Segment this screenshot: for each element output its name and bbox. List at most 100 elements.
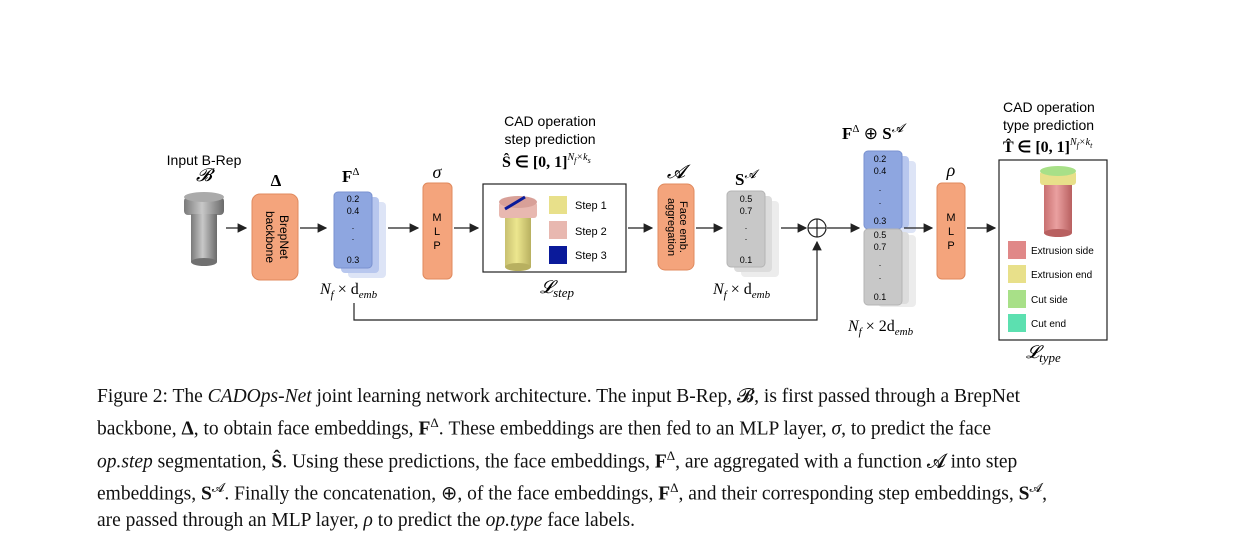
backbone-symbol: Δ [271, 171, 282, 190]
architecture-diagram: Input B-Rep 𝓑 Δ BrepNet backbone FΔ 0.2 0… [167, 99, 1108, 365]
face-emb-value-value: 0.3 [347, 255, 360, 265]
backbone-block [251, 193, 299, 281]
concat-values-top-value: . [879, 183, 882, 193]
caption-segment: 𝓑 [736, 386, 755, 407]
type-pred-formula: T̂ ∈ [0, 1]Nf×kt [1003, 137, 1093, 156]
caption-segment: CADOps-Net [207, 386, 312, 407]
agg-label-line2: aggregation [665, 198, 677, 256]
caption-segment: . These embeddings are then fed to an ML… [438, 418, 832, 440]
caption-segment: . Finally the concatenation, [224, 483, 442, 505]
sigma-symbol: σ [433, 162, 443, 182]
figure-caption: Figure 2: The CADOps-Net joint learning … [97, 384, 1181, 534]
face-emb-value-value: . [352, 221, 355, 231]
caption-segment: 𝓐 [926, 451, 946, 472]
type-legend-label-3: Cut side [1031, 295, 1068, 306]
concat-values-bottom-value: 0.1 [874, 292, 887, 302]
caption-segment: Figure 2: The [97, 386, 208, 407]
concat-values-bottom-value: 0.5 [874, 230, 887, 240]
step-emb-value-value: 0.1 [740, 255, 753, 265]
caption-segment: F [418, 418, 431, 440]
caption-segment: backbone, [97, 418, 182, 440]
input-symbol: 𝓑 [196, 165, 215, 185]
type-legend-label-2: Extrusion end [1031, 270, 1092, 281]
step-emb-stack [726, 190, 779, 277]
face-emb-stack [333, 191, 386, 278]
caption-segment: , [1042, 483, 1047, 505]
step-emb-value-value: . [745, 232, 748, 242]
type-legend-swatch-4 [1008, 314, 1026, 332]
caption-segment: , of the face embeddings, [457, 483, 659, 505]
concat-values-top-value: 0.3 [874, 216, 887, 226]
concat-values-top-value: 0.4 [874, 166, 887, 176]
mlp-rho-letter-p: P [947, 240, 954, 252]
type-legend-label-1: Extrusion side [1031, 246, 1094, 257]
caption-segment: Δ [670, 480, 679, 495]
caption-segment: embeddings, [97, 483, 201, 505]
concat-values-bottom-value: . [879, 271, 882, 281]
caption-segment: F [654, 451, 667, 472]
caption-line: backbone, Δ, to obtain face embeddings, … [97, 410, 1181, 443]
step-emb-value-value: 0.7 [740, 206, 753, 216]
caption-segment: σ [831, 418, 842, 440]
caption-segment: joint learning network architecture. The… [311, 386, 737, 407]
agg-block [657, 183, 695, 271]
mlp-sigma-letter-m: M [432, 212, 441, 224]
step-legend-swatch-2 [549, 221, 567, 239]
step-legend-label-3: Step 3 [575, 250, 607, 262]
step-legend-label-1: Step 1 [575, 200, 607, 212]
caption-segment: op.type [485, 509, 543, 531]
type-legend-swatch-1 [1008, 241, 1026, 259]
caption-segment: . Using these predictions, the face embe… [282, 451, 655, 472]
input-title: Input B-Rep [167, 152, 242, 168]
step-legend-swatch-3 [549, 246, 567, 264]
step-emb-value-value: 0.5 [740, 194, 753, 204]
caption-segment: Δ [181, 418, 194, 440]
agg-label-line1: Face emb. [677, 201, 689, 253]
input-brep-model [184, 192, 224, 266]
caption-line: Figure 2: The CADOps-Net joint learning … [97, 384, 1181, 410]
caption-line: are passed through an MLP layer, ρ to pr… [97, 508, 1181, 534]
mlp-sigma-letter-p: P [433, 240, 440, 252]
step-pred-title-1: CAD operation [504, 113, 596, 129]
step-legend: Step 1 Step 2 Step 3 [549, 196, 607, 264]
loss-step: 𝓛step [540, 277, 575, 300]
concat-emb-stack-top [863, 150, 916, 233]
concat-values-bottom-value: . [879, 258, 882, 268]
concat-values-bottom-value: 0.7 [874, 242, 887, 252]
mlp-rho-letter-m: M [946, 212, 955, 224]
caption-line: embeddings, S𝓐. Finally the concatenatio… [97, 475, 1181, 508]
mlp-sigma-letter-l: L [434, 226, 440, 238]
caption-segment: to predict the [372, 509, 486, 531]
caption-line: op.step segmentation, Ŝ. Using these pre… [97, 443, 1181, 476]
type-legend: Extrusion side Extrusion end Cut side Cu… [1008, 241, 1094, 332]
step-emb-title: S𝓐 [735, 167, 760, 189]
step-emb-value-value: . [745, 221, 748, 231]
caption-segment: op.step [97, 451, 153, 472]
step-legend-label-2: Step 2 [575, 226, 607, 238]
caption-segment: Δ [666, 447, 676, 463]
face-emb-value-value: 0.4 [347, 206, 360, 216]
face-emb-value-value: 0.2 [347, 194, 360, 204]
caption-segment: into step [945, 451, 1018, 472]
loss-type: 𝓛type [1026, 342, 1061, 365]
step-pred-model [499, 195, 537, 271]
caption-segment: S [200, 483, 212, 505]
concat-values-top-value: 0.2 [874, 154, 887, 164]
caption-segment: , are aggregated with a function [675, 451, 927, 472]
rho-symbol: ρ [946, 160, 956, 180]
agg-symbol: 𝓐 [667, 162, 691, 183]
face-emb-title: FΔ [342, 166, 359, 186]
caption-segment: segmentation, [152, 451, 272, 472]
concat-operator [807, 218, 827, 238]
face-emb-dim: Nf × demb [319, 281, 378, 301]
caption-segment: ρ [363, 509, 373, 531]
step-pred-formula: Ŝ ∈ [0, 1]Nf×ks [502, 152, 591, 171]
type-pred-title-1: CAD operation [1003, 99, 1095, 115]
caption-segment: , to predict the face [841, 418, 992, 440]
concat-emb-stack-bottom [863, 228, 916, 307]
caption-segment: , is first passed through a BrepNet [754, 386, 1021, 407]
caption-segment: are passed through an MLP layer, [97, 509, 364, 531]
caption-segment: F [658, 483, 671, 505]
caption-segment: 𝓐 [211, 480, 225, 495]
caption-segment: , and their corresponding step embedding… [678, 483, 1019, 505]
